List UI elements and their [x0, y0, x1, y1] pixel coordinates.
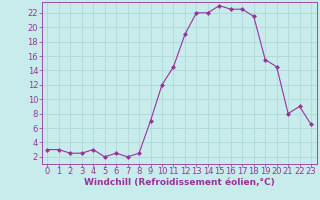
- X-axis label: Windchill (Refroidissement éolien,°C): Windchill (Refroidissement éolien,°C): [84, 178, 275, 187]
